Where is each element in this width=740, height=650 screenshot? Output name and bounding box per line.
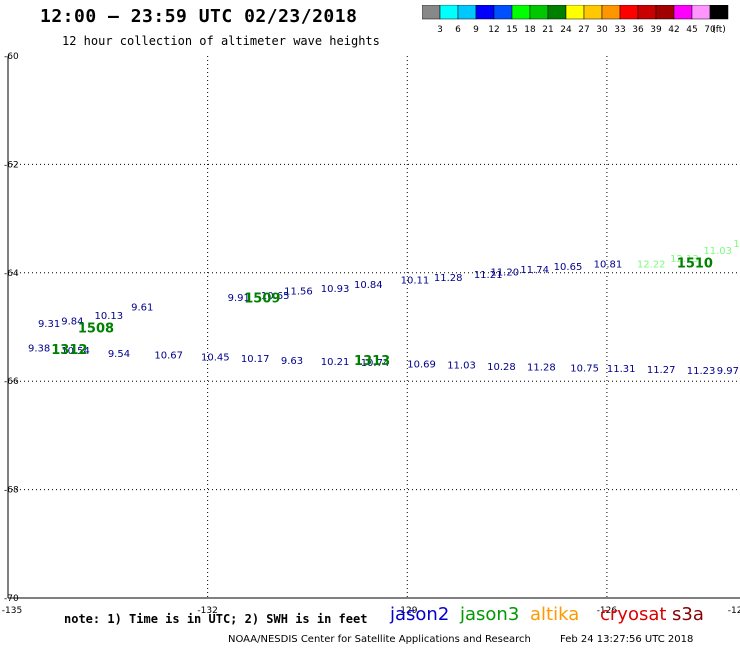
wave-height-point: 11.31 (607, 364, 636, 375)
x-tick-label: -126 (597, 606, 618, 616)
wave-height-point: 12.22 (637, 259, 666, 270)
wave-height-point: 11.74 (520, 265, 549, 276)
wave-height-point: 11.21 (474, 270, 503, 281)
wave-height-point: 9.31 (38, 319, 60, 330)
legend-altika: altika (530, 604, 580, 625)
y-tick-label: -70 (4, 594, 19, 604)
colorbar-label: 24 (560, 25, 572, 35)
wave-height-point: 15.34 (733, 239, 740, 250)
wave-height-point: 11.03 (447, 361, 476, 372)
y-tick-label: -60 (4, 52, 19, 62)
wave-height-point: 11.28 (527, 362, 556, 373)
chart-title: 12:00 – 23:59 UTC 02/23/2018 (40, 6, 358, 27)
wave-height-point: 10.74 (361, 358, 390, 369)
colorbar-label: 70 (704, 25, 716, 35)
generation-timestamp: Feb 24 13:27:56 UTC 2018 (560, 634, 694, 645)
wave-height-point: 11.23 (687, 366, 716, 377)
x-tick-label: -129 (397, 606, 418, 616)
wave-height-point: 11.03 (703, 246, 732, 257)
pass-time-label: 1509 (244, 292, 280, 307)
wave-height-point: 10.67 (154, 350, 183, 361)
wave-height-point: 10.93 (321, 284, 350, 295)
colorbar-label: 36 (632, 25, 644, 35)
wave-height-point: 11.56 (284, 286, 313, 297)
wave-height-point: 9.84 (61, 316, 83, 327)
colorbar-label: 33 (614, 25, 625, 35)
wave-height-point: 10.21 (321, 357, 350, 368)
colorbar-label: 21 (542, 25, 553, 35)
wave-height-point: 10.65 (554, 262, 583, 273)
wave-height-point: 10.54 (61, 346, 90, 357)
y-tick-label: -62 (4, 160, 19, 170)
wave-height-point: 11.28 (434, 273, 463, 284)
wave-height-point: 10.69 (407, 360, 436, 371)
wave-height-point: 9.63 (281, 356, 303, 367)
legend-jason3: jason3 (460, 604, 520, 625)
colorbar-label: 27 (578, 25, 589, 35)
wave-height-point: 10.65 (261, 291, 290, 302)
legend-s3a: s3a (672, 604, 704, 625)
wave-height-point: 10.45 (201, 353, 230, 364)
y-tick-label: -68 (4, 486, 19, 496)
color-legend: 3 6 9 12 15 18 21 24 27 30 33 36 39 42 45 70(ft) (422, 5, 729, 35)
x-tick-label: -124 (728, 606, 740, 616)
colorbar-label: 39 (650, 25, 662, 35)
colorbar-label: 3 (437, 25, 443, 35)
colorbar-label: 15 (506, 25, 517, 35)
colorbar-label: 18 (524, 25, 536, 35)
y-tick-label: -66 (4, 377, 19, 387)
legend-cryosat: cryosat (600, 604, 667, 625)
wave-height-point: 11.27 (647, 365, 676, 376)
colorbar-label: 9 (473, 25, 479, 35)
wave-height-point: 10.84 (354, 280, 383, 291)
wave-height-point: 10.28 (487, 362, 516, 373)
pass-time-label: 1313 (354, 354, 390, 369)
wave-height-point: 10.13 (95, 311, 124, 322)
wave-height-point: 9.91 (228, 293, 250, 304)
wave-height-point: 9.54 (108, 349, 130, 360)
wave-height-point: 10.17 (241, 354, 270, 365)
footer-note: note: 1) Time is in UTC; 2) SWH is in fe… (64, 612, 368, 626)
wave-height-point: 9.97 (717, 366, 739, 377)
colorbar-label: (ft) (712, 25, 726, 35)
colorbar-label: 45 (686, 25, 697, 35)
wave-height-point: 9.38 (28, 343, 50, 354)
credit-line: NOAA/NESDIS Center for Satellite Applica… (228, 634, 531, 645)
wave-height-point: 10.11 (401, 276, 430, 287)
colorbar-swatch (709, 5, 729, 20)
legend-jason2: jason2 (390, 604, 450, 625)
x-tick-label: -135 (2, 606, 22, 616)
x-tick-label: -132 (197, 606, 217, 616)
colorbar-label: 12 (488, 25, 499, 35)
pass-time-label: 1312 (51, 343, 87, 358)
wave-height-point: 10.81 (594, 259, 623, 270)
wave-height-point: 11.20 (490, 268, 519, 279)
chart-subtitle: 12 hour collection of altimeter wave hei… (62, 34, 380, 48)
wave-height-point: 12.13 (670, 254, 699, 265)
wave-height-point: 9.61 (131, 303, 153, 314)
colorbar-label: 42 (668, 25, 679, 35)
y-tick-label: -64 (4, 269, 19, 279)
wave-height-point: 10.75 (570, 363, 599, 374)
pass-time-label: 1510 (677, 256, 713, 271)
pass-time-label: 1508 (78, 321, 114, 336)
colorbar-label: 6 (455, 25, 461, 35)
colorbar-label: 30 (596, 25, 608, 35)
